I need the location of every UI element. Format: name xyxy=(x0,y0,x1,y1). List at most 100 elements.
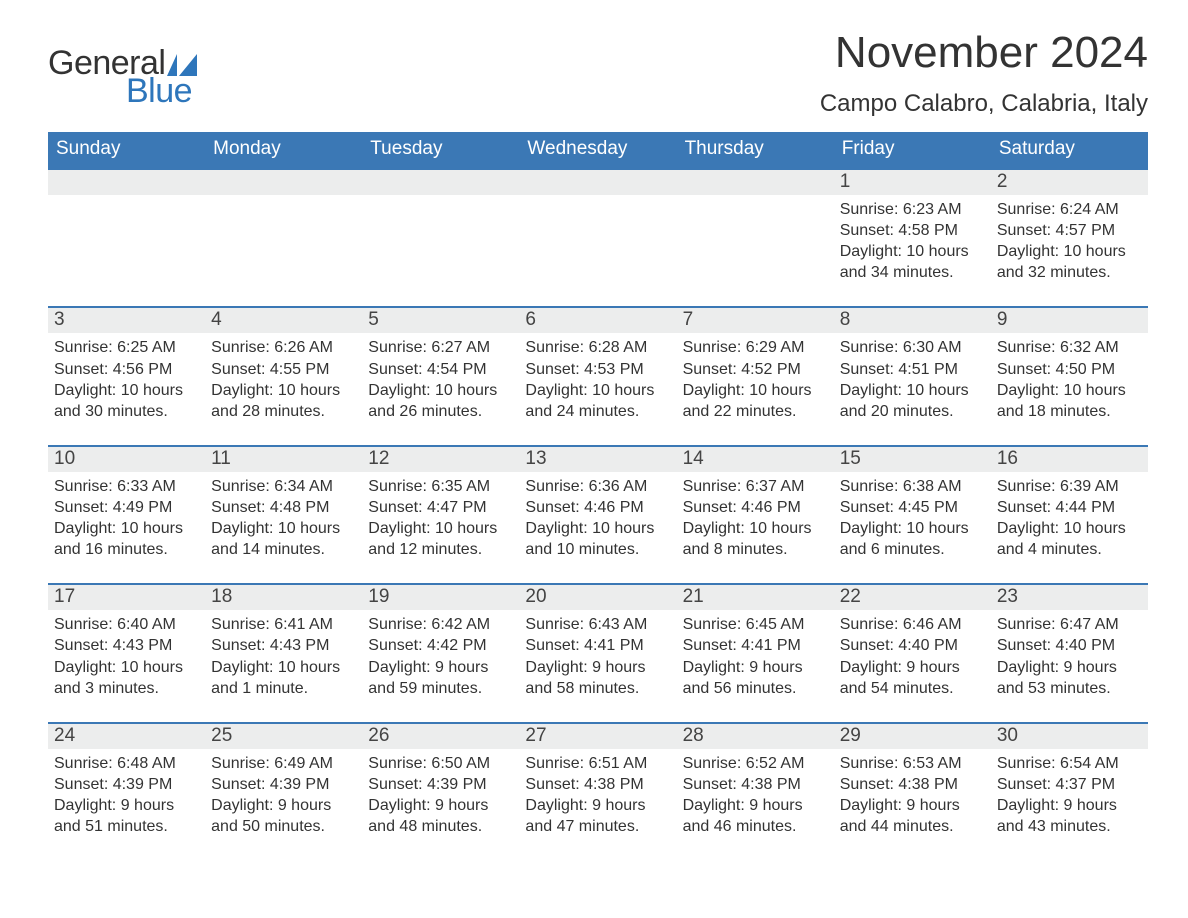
day-details: Sunrise: 6:24 AMSunset: 4:57 PMDaylight:… xyxy=(991,195,1148,285)
day-sr: Sunrise: 6:52 AM xyxy=(683,753,828,774)
empty-day-details xyxy=(677,195,834,285)
day-ss: Sunset: 4:43 PM xyxy=(54,635,199,656)
day-d1: Daylight: 10 hours xyxy=(997,241,1142,262)
day-number: 16 xyxy=(991,446,1148,472)
day-ss: Sunset: 4:52 PM xyxy=(683,359,828,380)
day-sr: Sunrise: 6:32 AM xyxy=(997,337,1142,358)
day-sr: Sunrise: 6:41 AM xyxy=(211,614,356,635)
day-sr: Sunrise: 6:30 AM xyxy=(840,337,985,358)
day-number: 28 xyxy=(677,723,834,749)
day-ss: Sunset: 4:44 PM xyxy=(997,497,1142,518)
day-sr: Sunrise: 6:51 AM xyxy=(525,753,670,774)
dow-header: Sunday xyxy=(48,132,205,169)
day-sr: Sunrise: 6:47 AM xyxy=(997,614,1142,635)
day-sr: Sunrise: 6:46 AM xyxy=(840,614,985,635)
location: Campo Calabro, Calabria, Italy xyxy=(820,90,1148,118)
day-d1: Daylight: 10 hours xyxy=(368,518,513,539)
day-d2: and 22 minutes. xyxy=(683,401,828,422)
day-d1: Daylight: 9 hours xyxy=(840,795,985,816)
separator-cell xyxy=(519,701,676,723)
day-sr: Sunrise: 6:45 AM xyxy=(683,614,828,635)
day-d2: and 6 minutes. xyxy=(840,539,985,560)
day-ss: Sunset: 4:50 PM xyxy=(997,359,1142,380)
day-details: Sunrise: 6:37 AMSunset: 4:46 PMDaylight:… xyxy=(677,472,834,562)
day-ss: Sunset: 4:54 PM xyxy=(368,359,513,380)
day-sr: Sunrise: 6:24 AM xyxy=(997,199,1142,220)
day-details: Sunrise: 6:27 AMSunset: 4:54 PMDaylight:… xyxy=(362,333,519,423)
day-number: 4 xyxy=(205,307,362,333)
day-d2: and 47 minutes. xyxy=(525,816,670,837)
dow-header: Wednesday xyxy=(519,132,676,169)
separator-cell xyxy=(362,424,519,446)
day-ss: Sunset: 4:53 PM xyxy=(525,359,670,380)
day-details: Sunrise: 6:30 AMSunset: 4:51 PMDaylight:… xyxy=(834,333,991,423)
day-sr: Sunrise: 6:48 AM xyxy=(54,753,199,774)
day-number: 30 xyxy=(991,723,1148,749)
empty-day-details xyxy=(205,195,362,285)
day-details: Sunrise: 6:39 AMSunset: 4:44 PMDaylight:… xyxy=(991,472,1148,562)
day-d2: and 54 minutes. xyxy=(840,678,985,699)
day-sr: Sunrise: 6:42 AM xyxy=(368,614,513,635)
day-details: Sunrise: 6:49 AMSunset: 4:39 PMDaylight:… xyxy=(205,749,362,839)
day-d1: Daylight: 9 hours xyxy=(525,657,670,678)
title-block: November 2024 Campo Calabro, Calabria, I… xyxy=(820,28,1148,118)
day-number: 18 xyxy=(205,584,362,610)
week-daynum-row: 24252627282930 xyxy=(48,723,1148,749)
day-d1: Daylight: 9 hours xyxy=(840,657,985,678)
day-d1: Daylight: 10 hours xyxy=(525,380,670,401)
day-details: Sunrise: 6:40 AMSunset: 4:43 PMDaylight:… xyxy=(48,610,205,700)
day-details: Sunrise: 6:46 AMSunset: 4:40 PMDaylight:… xyxy=(834,610,991,700)
day-d1: Daylight: 9 hours xyxy=(683,795,828,816)
week-daynum-row: 17181920212223 xyxy=(48,584,1148,610)
day-number: 5 xyxy=(362,307,519,333)
empty-day-details xyxy=(48,195,205,285)
day-d1: Daylight: 10 hours xyxy=(683,380,828,401)
day-number: 9 xyxy=(991,307,1148,333)
day-d1: Daylight: 10 hours xyxy=(683,518,828,539)
separator-cell xyxy=(519,424,676,446)
day-number: 26 xyxy=(362,723,519,749)
day-details: Sunrise: 6:42 AMSunset: 4:42 PMDaylight:… xyxy=(362,610,519,700)
day-ss: Sunset: 4:39 PM xyxy=(54,774,199,795)
day-d1: Daylight: 10 hours xyxy=(840,241,985,262)
day-d2: and 4 minutes. xyxy=(997,539,1142,560)
day-ss: Sunset: 4:58 PM xyxy=(840,220,985,241)
day-d2: and 32 minutes. xyxy=(997,262,1142,283)
separator-cell xyxy=(834,701,991,723)
day-number: 11 xyxy=(205,446,362,472)
day-d1: Daylight: 9 hours xyxy=(997,795,1142,816)
day-ss: Sunset: 4:47 PM xyxy=(368,497,513,518)
day-sr: Sunrise: 6:36 AM xyxy=(525,476,670,497)
calendar-table: SundayMondayTuesdayWednesdayThursdayFrid… xyxy=(48,132,1148,839)
day-ss: Sunset: 4:38 PM xyxy=(525,774,670,795)
day-ss: Sunset: 4:41 PM xyxy=(525,635,670,656)
day-ss: Sunset: 4:51 PM xyxy=(840,359,985,380)
day-number: 27 xyxy=(519,723,676,749)
day-d2: and 1 minute. xyxy=(211,678,356,699)
day-sr: Sunrise: 6:43 AM xyxy=(525,614,670,635)
day-d2: and 18 minutes. xyxy=(997,401,1142,422)
day-ss: Sunset: 4:46 PM xyxy=(525,497,670,518)
day-d2: and 12 minutes. xyxy=(368,539,513,560)
day-d2: and 43 minutes. xyxy=(997,816,1142,837)
separator-cell xyxy=(205,562,362,584)
day-sr: Sunrise: 6:34 AM xyxy=(211,476,356,497)
day-number: 13 xyxy=(519,446,676,472)
week-separator xyxy=(48,701,1148,723)
day-d2: and 10 minutes. xyxy=(525,539,670,560)
day-d2: and 50 minutes. xyxy=(211,816,356,837)
day-details: Sunrise: 6:43 AMSunset: 4:41 PMDaylight:… xyxy=(519,610,676,700)
day-sr: Sunrise: 6:29 AM xyxy=(683,337,828,358)
day-number: 24 xyxy=(48,723,205,749)
day-sr: Sunrise: 6:49 AM xyxy=(211,753,356,774)
day-d2: and 8 minutes. xyxy=(683,539,828,560)
separator-cell xyxy=(205,424,362,446)
day-details: Sunrise: 6:23 AMSunset: 4:58 PMDaylight:… xyxy=(834,195,991,285)
separator-cell xyxy=(834,424,991,446)
day-sr: Sunrise: 6:35 AM xyxy=(368,476,513,497)
day-ss: Sunset: 4:37 PM xyxy=(997,774,1142,795)
day-d2: and 44 minutes. xyxy=(840,816,985,837)
day-d2: and 26 minutes. xyxy=(368,401,513,422)
day-sr: Sunrise: 6:39 AM xyxy=(997,476,1142,497)
week-separator xyxy=(48,285,1148,307)
